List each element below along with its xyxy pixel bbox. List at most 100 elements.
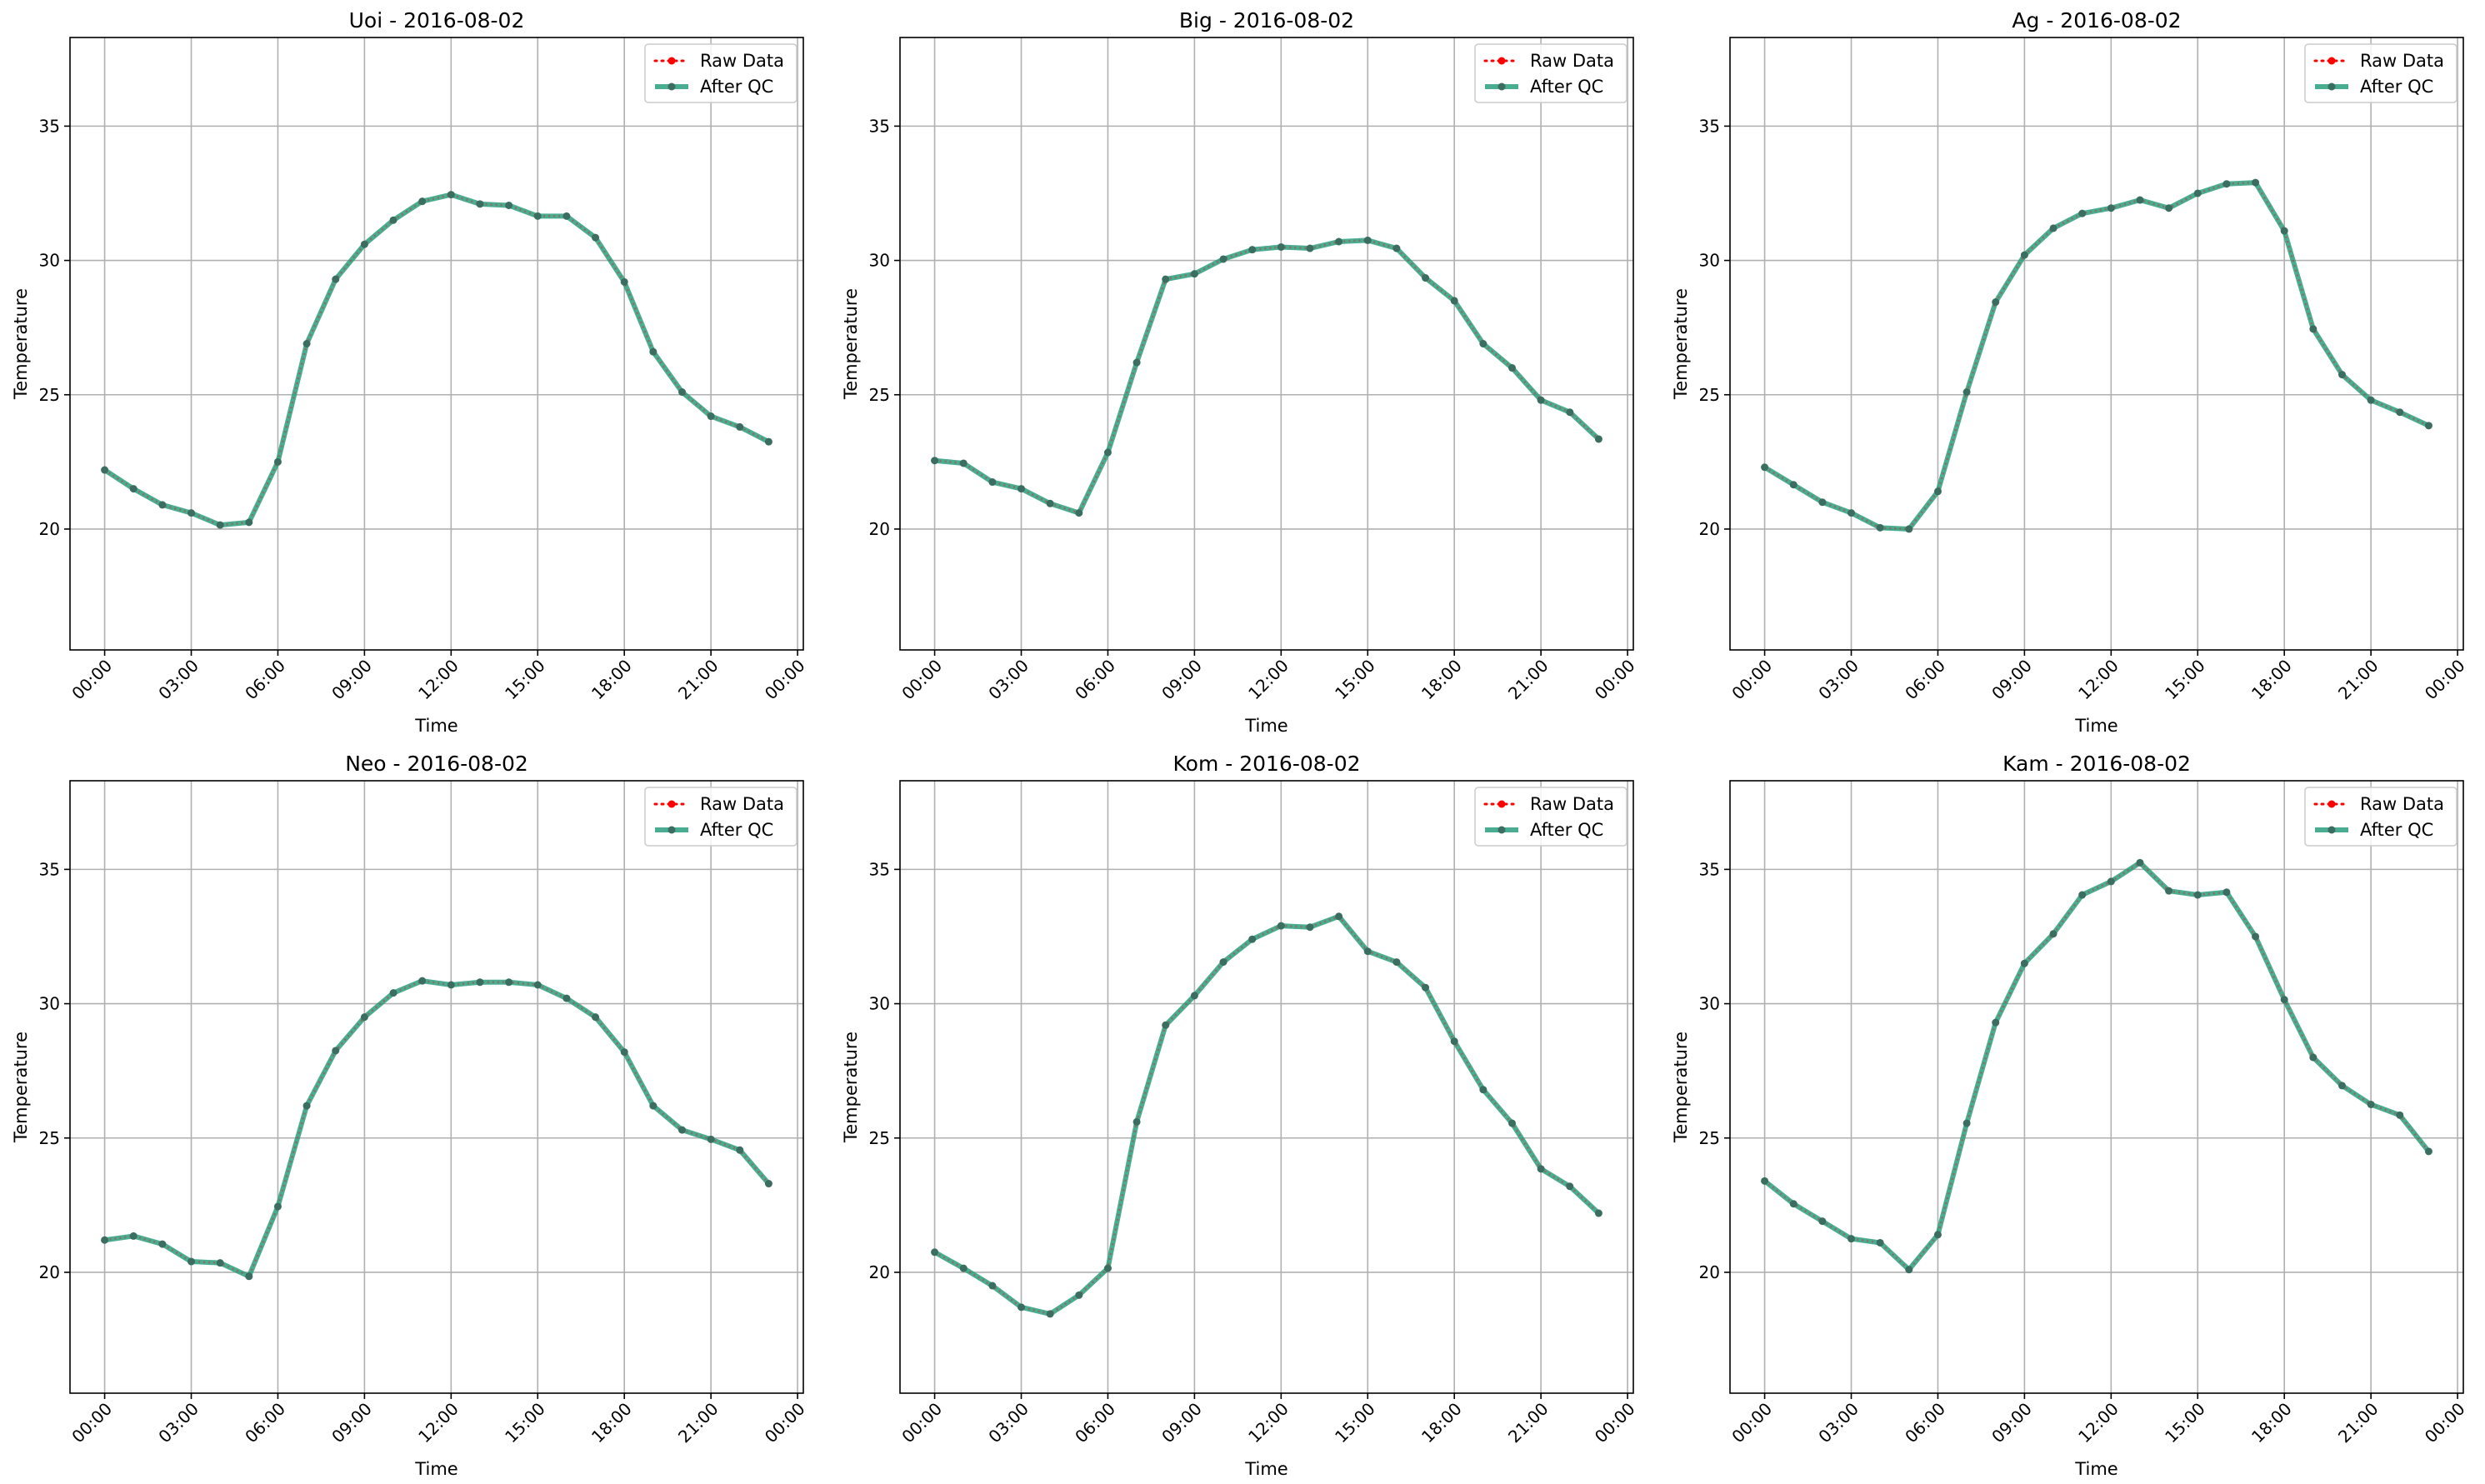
after-qc-point	[592, 233, 600, 242]
after-qc-point	[245, 1272, 253, 1281]
after-qc-point	[129, 1232, 138, 1240]
after-qc-point	[2020, 251, 2028, 259]
x-axis-label: Time	[414, 1459, 458, 1479]
subplot-title: Ag - 2016-08-02	[2012, 8, 2181, 32]
legend: Raw Data After QC	[644, 43, 798, 103]
after-qc-point	[2078, 891, 2087, 899]
after-qc-point	[1992, 298, 2000, 307]
legend-marker-raw-data	[2328, 57, 2336, 65]
series-line-after-qc	[932, 913, 1602, 1317]
series-line-after-qc	[932, 237, 1602, 516]
after-qc-point	[959, 459, 968, 467]
after-qc-point	[1306, 923, 1314, 932]
after-qc-point	[2049, 930, 2058, 938]
after-qc-point	[447, 191, 455, 199]
after-qc-point	[2424, 422, 2432, 430]
after-qc-point	[736, 1146, 744, 1154]
y-tick-label: 25	[1699, 385, 1720, 405]
legend-label-raw-data: Raw Data	[700, 51, 784, 71]
after-qc-point	[2396, 1111, 2404, 1119]
y-tick-label: 20	[1699, 519, 1720, 539]
after-qc-point	[2309, 325, 2318, 333]
y-tick-label: 25	[869, 1128, 890, 1148]
legend-marker-after-qc	[668, 82, 676, 91]
after-qc-point	[592, 1013, 600, 1022]
subplot-title: Neo - 2016-08-02	[345, 752, 528, 776]
legend-label-after-qc: After QC	[2360, 77, 2433, 97]
after-qc-point	[1933, 1231, 1942, 1239]
after-qc-point	[678, 388, 686, 397]
legend-label-raw-data: Raw Data	[1530, 794, 1614, 814]
after-qc-point	[2020, 959, 2028, 967]
after-qc-point	[649, 347, 658, 356]
after-qc-point	[1933, 487, 1942, 496]
legend-label-after-qc: After QC	[700, 77, 773, 97]
after-qc-point	[1363, 947, 1372, 956]
x-axis-label: Time	[414, 716, 458, 736]
after-qc-point	[2280, 996, 2288, 1004]
after-qc-point	[273, 457, 282, 466]
after-qc-point	[1248, 246, 1257, 254]
series-line-after-qc	[1762, 180, 2432, 532]
after-qc-point	[1848, 1235, 1856, 1243]
after-qc-point	[1537, 396, 1545, 404]
after-qc-point	[1075, 509, 1083, 517]
after-qc-point	[1046, 499, 1054, 507]
after-qc-point	[505, 978, 513, 987]
after-qc-point	[245, 518, 253, 527]
y-tick-label: 35	[869, 859, 890, 879]
y-tick-label: 35	[1699, 116, 1720, 136]
after-qc-point	[101, 1236, 109, 1244]
legend: Raw Data After QC	[1474, 43, 1628, 103]
after-qc-point	[707, 1135, 715, 1143]
after-qc-point	[2280, 227, 2288, 235]
after-qc-point	[158, 501, 167, 509]
after-qc-point	[2078, 209, 2087, 217]
subplot-title: Uoi - 2016-08-02	[349, 8, 525, 32]
after-qc-point	[1992, 1018, 2000, 1027]
legend-marker-after-qc	[2328, 82, 2336, 91]
after-qc-point	[332, 275, 340, 283]
y-tick-label: 20	[39, 1262, 60, 1282]
subplot-title: Big - 2016-08-02	[1179, 8, 1354, 32]
axes-frame	[1729, 37, 2464, 651]
after-qc-point	[1479, 340, 1488, 347]
after-qc-point	[1905, 1266, 1913, 1274]
x-axis-label: Time	[1244, 716, 1288, 736]
legend-marker-raw-data	[668, 800, 676, 808]
after-qc-point	[931, 457, 939, 465]
legend: Raw Data After QC	[2304, 43, 2458, 103]
after-qc-point	[620, 1048, 628, 1057]
after-qc-point	[1876, 523, 1884, 532]
after-qc-point	[2165, 887, 2173, 895]
after-qc-point	[2309, 1053, 2318, 1062]
legend-label-after-qc: After QC	[1530, 77, 1603, 97]
after-qc-point	[959, 1264, 968, 1272]
x-axis-label: Time	[2074, 716, 2118, 736]
y-axis-label: Temperature	[11, 1032, 31, 1143]
legend-marker-raw-data	[2328, 800, 2336, 808]
legend-label-raw-data: Raw Data	[2360, 51, 2444, 71]
after-qc-point	[1761, 463, 1769, 472]
after-qc-point	[1248, 935, 1257, 943]
y-tick-label: 20	[1699, 1262, 1720, 1282]
series-line-raw-data	[1763, 181, 2429, 531]
after-qc-point	[2107, 204, 2115, 212]
after-qc-point	[764, 437, 772, 446]
after-qc-point	[2396, 408, 2404, 417]
after-qc-point	[188, 509, 196, 517]
y-axis-label: Temperature	[1671, 1032, 1691, 1143]
series-line-raw-data	[934, 239, 1600, 515]
after-qc-point	[2222, 888, 2231, 897]
after-qc-point	[2136, 196, 2144, 204]
after-qc-point	[1190, 992, 1198, 1000]
after-qc-point	[2049, 224, 2058, 232]
after-qc-point	[302, 1102, 311, 1110]
after-qc-point	[2252, 178, 2260, 187]
after-qc-point	[678, 1126, 686, 1134]
legend-marker-raw-data	[668, 57, 676, 65]
after-qc-point	[2136, 858, 2144, 867]
series-line-after-qc	[102, 978, 772, 1279]
legend: Raw Data After QC	[2304, 787, 2458, 847]
